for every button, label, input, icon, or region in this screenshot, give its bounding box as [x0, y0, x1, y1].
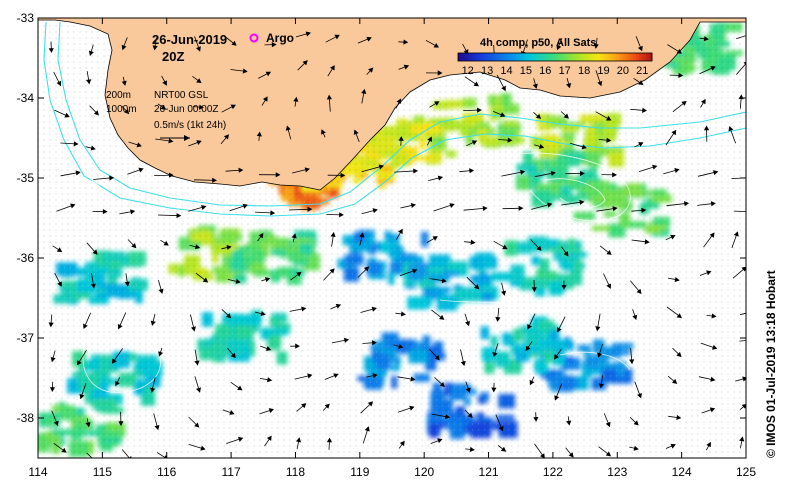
x-tick-label: 115 [93, 465, 112, 479]
colorbar-segment [516, 53, 520, 61]
colorbar-segment [571, 53, 575, 61]
colorbar-tick-label: 12 [462, 65, 474, 77]
colorbar-segment [636, 53, 640, 61]
colorbar-segment [561, 53, 565, 61]
x-tick-label: 116 [157, 465, 176, 479]
x-tick-label: 114 [28, 465, 47, 479]
colorbar-segment [532, 53, 536, 61]
colorbar-segment [523, 53, 527, 61]
colorbar-segment [623, 53, 627, 61]
colorbar-segment [464, 53, 468, 61]
x-tick-label: 118 [286, 465, 305, 479]
colorbar-segment [484, 53, 488, 61]
colorbar-segment [481, 53, 485, 61]
colorbar-segment [610, 53, 614, 61]
colorbar-segment [568, 53, 572, 61]
colorbar-segment [578, 53, 582, 61]
colorbar-tick-label: 18 [578, 65, 590, 77]
x-tick-label: 124 [672, 465, 692, 479]
colorbar-segment [646, 53, 650, 61]
colorbar-segment [620, 53, 624, 61]
y-tick-label: -38 [17, 411, 35, 425]
colorbar-segment [584, 53, 588, 61]
colorbar-segment [458, 53, 462, 61]
colorbar-segment [539, 53, 543, 61]
colorbar-tick-label: 13 [481, 65, 493, 77]
x-tick-label: 125 [736, 465, 756, 479]
y-tick-label: -37 [17, 331, 35, 345]
y-tick-label: -34 [17, 91, 35, 105]
colorbar-tick-label: 21 [636, 65, 648, 77]
argo-label: Argo [266, 31, 294, 45]
colorbar-segment [500, 53, 504, 61]
y-tick-label: -36 [17, 251, 35, 265]
colorbar-segment [600, 53, 604, 61]
colorbar-segment [474, 53, 478, 61]
colorbar-segment [626, 53, 630, 61]
composite-label: 4h comp, p50, All Sats [480, 37, 596, 49]
scale-label: 0.5m/s (1kt 24h) [154, 120, 226, 131]
colorbar-segment [565, 53, 569, 61]
colorbar-segment [507, 53, 511, 61]
x-tick-label: 121 [479, 465, 499, 479]
colorbar-segment [629, 53, 633, 61]
colorbar-segment [558, 53, 562, 61]
colorbar-segment [487, 53, 491, 61]
colorbar-segment [542, 53, 546, 61]
x-tick-label: 119 [350, 465, 369, 479]
colorbar-segment [639, 53, 643, 61]
colorbar-segment [616, 53, 620, 61]
colorbar-segment [526, 53, 530, 61]
colorbar-tick-label: 14 [500, 65, 512, 77]
colorbar-segment [613, 53, 617, 61]
colorbar-segment [549, 53, 553, 61]
isobath-1000-label: 1000m [106, 104, 137, 115]
colorbar-segment [490, 53, 494, 61]
model-time: 26-Jun 00:00Z [154, 104, 219, 115]
x-tick-label: 117 [222, 465, 241, 479]
colorbar-tick-label: 19 [597, 65, 609, 77]
colorbar-segment [552, 53, 556, 61]
y-tick-label: -35 [17, 171, 35, 185]
colorbar-segment [471, 53, 475, 61]
colorbar-segment [510, 53, 514, 61]
colorbar-segment [633, 53, 637, 61]
colorbar-segment [545, 53, 549, 61]
colorbar-tick-label: 16 [539, 65, 551, 77]
date-label: 26-Jun-2019 [152, 32, 227, 47]
colorbar-tick-label: 15 [520, 65, 532, 77]
colorbar-segment [461, 53, 465, 61]
x-tick-label: 122 [543, 465, 563, 479]
x-tick-label: 120 [414, 465, 434, 479]
colorbar-segment [519, 53, 523, 61]
colorbar-segment [555, 53, 559, 61]
colorbar-segment [529, 53, 533, 61]
colorbar-segment [503, 53, 507, 61]
colorbar-segment [494, 53, 498, 61]
colorbar-segment [536, 53, 540, 61]
x-tick-label: 123 [607, 465, 627, 479]
y-tick-label: -33 [17, 11, 35, 25]
colorbar-tick-label: 20 [617, 65, 629, 77]
colorbar-segment [581, 53, 585, 61]
time-label: 20Z [162, 49, 184, 64]
colorbar-segment [587, 53, 591, 61]
colorbar-segment [468, 53, 472, 61]
colorbar-segment [574, 53, 578, 61]
colorbar-segment [642, 53, 646, 61]
colorbar-tick-label: 17 [559, 65, 571, 77]
model-label: NRT00 GSL [154, 90, 209, 101]
colorbar-segment [513, 53, 517, 61]
colorbar-segment [477, 53, 481, 61]
isobath-200-label: 200m [106, 90, 131, 101]
colorbar-segment [497, 53, 501, 61]
colorbar-segment [604, 53, 608, 61]
colorbar-segment [591, 53, 595, 61]
colorbar-segment [597, 53, 601, 61]
colorbar-segment [594, 53, 598, 61]
colorbar-segment [607, 53, 611, 61]
